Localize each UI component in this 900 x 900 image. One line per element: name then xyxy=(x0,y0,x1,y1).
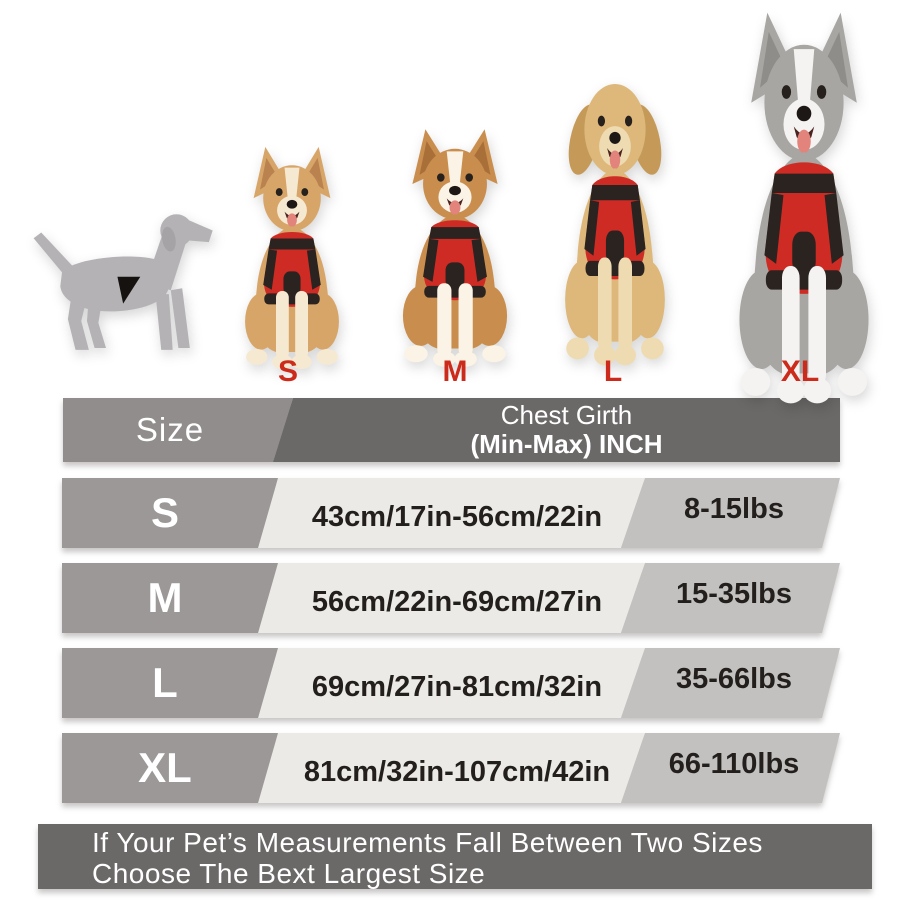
row-weight-text: 35-66lbs xyxy=(675,662,793,695)
chest-girth-header-cell xyxy=(273,398,840,462)
row-chest-text: 81cm/32in-107cm/42in xyxy=(303,755,611,788)
size-label-l: L xyxy=(603,355,623,388)
size-header-label: Size xyxy=(135,411,205,448)
weight-cell xyxy=(621,733,840,803)
table-row-s: S 43cm/17in-56cm/22in 8-15lbs xyxy=(62,478,840,548)
weight-cell xyxy=(621,478,840,548)
row-size-text: M xyxy=(147,574,183,621)
size-label-xl: XL xyxy=(780,355,820,388)
dog-photo-size-l xyxy=(547,52,683,372)
table-header-row: Size Chest Girth (Min-Max) INCH xyxy=(63,398,840,462)
size-cell xyxy=(62,563,278,633)
chest-girth-cell xyxy=(258,648,645,718)
row-weight-text: 66-110lbs xyxy=(668,747,800,780)
size-cell xyxy=(62,478,278,548)
chest-girth-cell xyxy=(258,733,645,803)
footer-note: If Your Pet’s Measurements Fall Between … xyxy=(38,824,872,889)
size-label-m: M xyxy=(442,355,468,388)
chest-girth-cell xyxy=(258,563,645,633)
table-row-m: M 56cm/22in-69cm/27in 15-35lbs xyxy=(62,563,840,633)
dog-photo-size-xl xyxy=(716,4,892,412)
row-weight-text: 15-35lbs xyxy=(675,577,793,610)
size-cell xyxy=(62,648,278,718)
row-chest-text: 69cm/27in-81cm/32in xyxy=(311,670,603,703)
girth-marker-triangle-icon xyxy=(117,276,141,304)
row-chest-text: 56cm/22in-69cm/27in xyxy=(311,585,603,618)
measuring-dog-silhouette-icon xyxy=(26,194,226,372)
weight-cell xyxy=(621,648,840,718)
size-label-s: S xyxy=(277,355,298,388)
footer-note-line2: Choose The Bext Largest Size xyxy=(92,858,486,889)
footer-note-line1: If Your Pet’s Measurements Fall Between … xyxy=(92,827,763,858)
chest-girth-cell xyxy=(258,478,645,548)
table-row-xl: XL 81cm/32in-107cm/42in 66-110lbs xyxy=(62,733,840,803)
row-size-text: S xyxy=(150,489,179,536)
row-size-text: L xyxy=(152,659,178,706)
table-row-l: L 69cm/27in-81cm/32in 35-66lbs xyxy=(62,648,840,718)
weight-cell xyxy=(621,563,840,633)
chest-girth-header-line2: (Min-Max) INCH xyxy=(470,429,663,459)
dog-photo-size-m xyxy=(384,124,526,372)
size-header-cell xyxy=(63,398,293,462)
chest-girth-header-line1: Chest Girth xyxy=(500,400,633,430)
row-weight-text: 8-15lbs xyxy=(684,492,784,525)
dog-photo-size-s xyxy=(228,142,356,374)
row-chest-text: 43cm/17in-56cm/22in xyxy=(311,500,603,533)
chest-girth-header-label: Chest Girth (Min-Max) INCH xyxy=(293,398,840,462)
row-size-text: XL xyxy=(138,744,192,791)
size-cell xyxy=(62,733,278,803)
